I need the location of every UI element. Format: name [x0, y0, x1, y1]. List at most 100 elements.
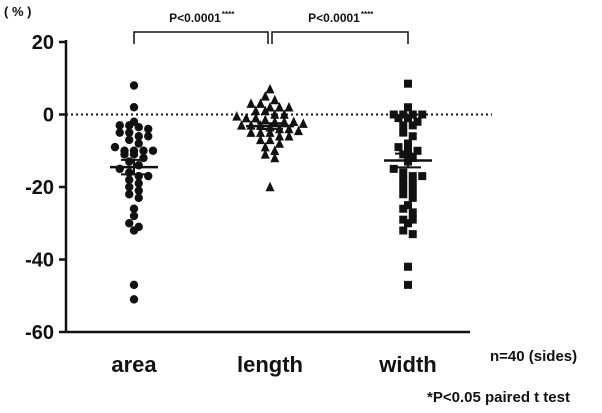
- data-point-area: [129, 103, 139, 112]
- data-point-length: [275, 102, 284, 112]
- data-point-width: [408, 154, 417, 162]
- data-point-length: [260, 114, 270, 125]
- data-point-length: [237, 120, 246, 130]
- data-point-area: [125, 157, 134, 166]
- data-points: [110, 79, 427, 304]
- data-point-width: [408, 208, 417, 217]
- data-point-length: [270, 145, 280, 155]
- data-point-width: [404, 280, 412, 289]
- y-axis-unit: ( % ): [4, 4, 31, 19]
- data-point-area: [115, 121, 124, 130]
- data-point-width: [408, 121, 417, 130]
- data-point-width: [399, 215, 408, 224]
- data-point-width: [413, 146, 422, 155]
- data-point-area: [134, 186, 143, 195]
- data-point-area: [144, 124, 153, 134]
- data-point-width: [399, 175, 408, 184]
- data-point-length: [284, 102, 294, 112]
- category-label-length: length: [237, 352, 303, 377]
- data-point-area: [134, 139, 143, 148]
- data-point-area: [134, 132, 143, 141]
- y-tick-label: 0: [43, 105, 54, 127]
- data-point-length: [256, 127, 265, 137]
- data-point-area: [125, 121, 134, 130]
- data-point-area: [110, 142, 120, 152]
- data-point-width: [389, 164, 398, 173]
- data-point-width: [418, 172, 427, 181]
- data-point-area: [134, 171, 143, 181]
- data-point-width: [399, 110, 408, 119]
- data-point-length: [256, 98, 265, 108]
- data-point-width: [408, 179, 417, 188]
- data-point-width: [408, 230, 417, 239]
- data-point-length: [270, 109, 280, 119]
- data-point-area: [129, 150, 139, 159]
- data-point-length: [256, 134, 265, 145]
- data-point-area: [120, 150, 129, 159]
- significance-label: P<0.0001: [308, 11, 360, 25]
- data-point-area: [129, 226, 139, 235]
- data-point-length: [265, 102, 275, 112]
- data-point-length: [251, 105, 261, 116]
- category-labels: area length width: [111, 352, 436, 377]
- data-point-area: [125, 128, 134, 137]
- data-point-area: [125, 190, 134, 199]
- significance-brackets: P<0.0001 **** P<0.0001 ****: [133, 10, 409, 44]
- test-note: *P<0.05 paired t test: [427, 389, 570, 406]
- data-point-area: [129, 295, 139, 304]
- data-point-area: [129, 204, 139, 213]
- data-point-length: [284, 131, 294, 141]
- data-point-length: [270, 94, 280, 105]
- data-point-width: [404, 139, 412, 148]
- data-point-width: [404, 114, 412, 123]
- data-point-length: [232, 111, 242, 121]
- data-point-area: [139, 146, 148, 155]
- data-point-area: [148, 146, 158, 155]
- data-point-width: [408, 132, 417, 141]
- data-point-length: [265, 83, 275, 94]
- data-point-width: [399, 121, 408, 130]
- data-point-width: [399, 226, 408, 235]
- data-point-length: [294, 125, 303, 136]
- data-point-area: [125, 219, 134, 228]
- data-point-width: [394, 114, 403, 123]
- data-point-width: [399, 190, 408, 199]
- data-point-length: [260, 105, 270, 116]
- data-point-area: [144, 171, 153, 181]
- significance-stars: ****: [361, 10, 374, 19]
- data-point-width: [404, 146, 412, 155]
- sample-size-note: n=40 (sides): [490, 348, 578, 365]
- data-point-length: [246, 98, 256, 108]
- data-point-length: [289, 116, 299, 126]
- significance-label: P<0.0001: [169, 11, 221, 25]
- significance-stars: ****: [222, 10, 235, 19]
- data-point-width: [404, 219, 412, 228]
- data-point-area: [129, 280, 139, 290]
- data-point-length: [275, 131, 284, 141]
- mean-sem-bars: [110, 122, 432, 176]
- data-point-width: [404, 79, 412, 88]
- data-point-length: [275, 138, 284, 148]
- data-point-area: [125, 168, 134, 177]
- data-point-width: [408, 193, 417, 202]
- data-point-area: [134, 193, 143, 203]
- data-point-length: [260, 91, 270, 101]
- data-point-length: [270, 152, 280, 163]
- data-point-width: [404, 201, 412, 210]
- data-point-length: [251, 112, 261, 123]
- data-point-length: [279, 109, 289, 119]
- data-point-width: [408, 186, 417, 195]
- data-point-length: [265, 127, 275, 137]
- data-point-width: [418, 110, 427, 119]
- y-tick-label: 20: [32, 32, 54, 54]
- data-point-area: [125, 182, 134, 192]
- data-point-width: [408, 215, 417, 224]
- data-point-length: [298, 118, 308, 128]
- data-point-length: [260, 149, 270, 159]
- data-point-length: [265, 134, 275, 145]
- data-point-width: [394, 143, 403, 152]
- data-point-width: [404, 262, 412, 271]
- data-point-length: [265, 181, 275, 192]
- data-point-area: [129, 211, 139, 221]
